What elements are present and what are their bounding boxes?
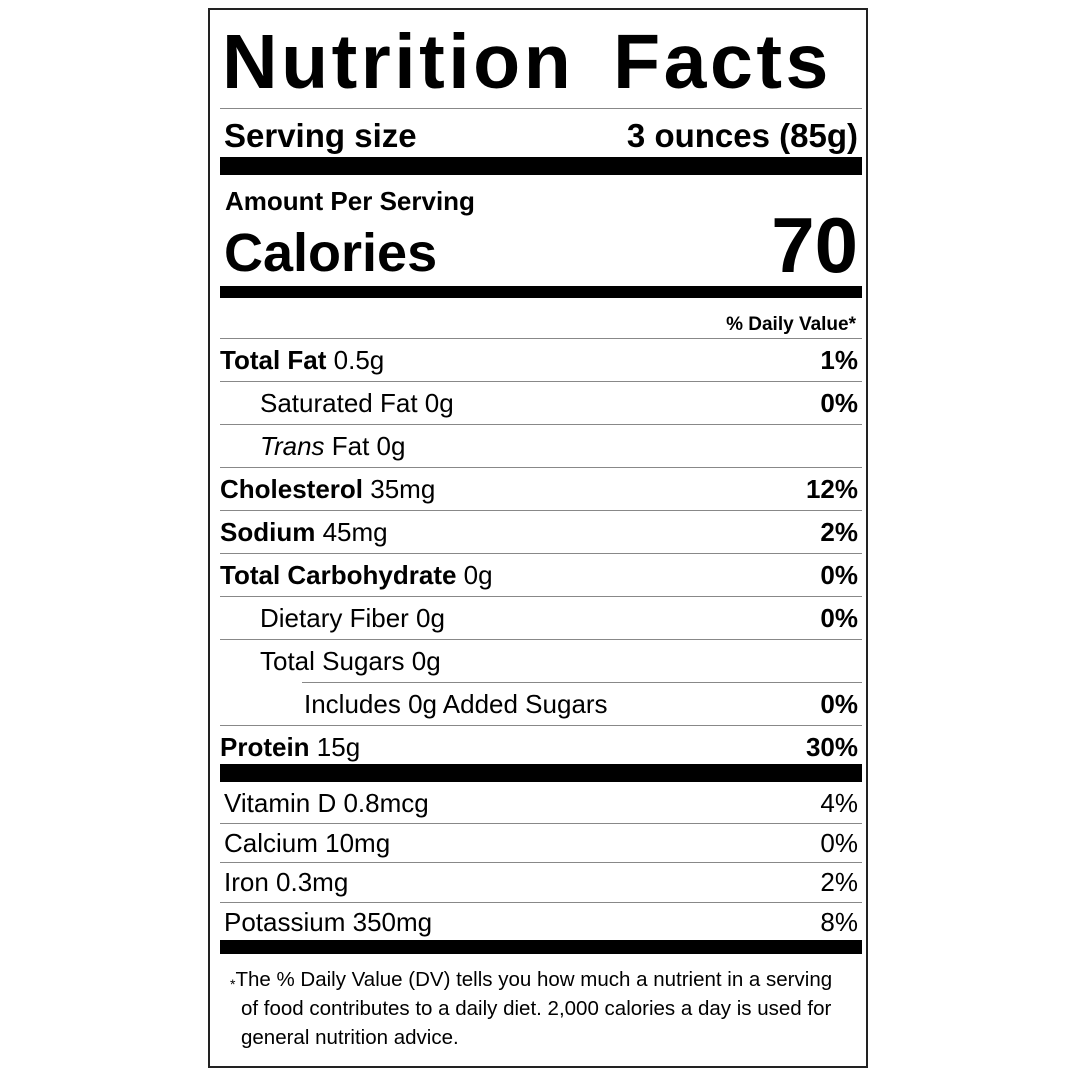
serving-size-label: Serving size <box>224 117 417 154</box>
row-divider <box>220 725 862 726</box>
vitamin-daily-value: 8% <box>820 906 858 937</box>
daily-value-heading: % Daily Value* <box>726 314 856 335</box>
nutrient-row: Cholesterol 35mg 12% <box>220 468 862 510</box>
nutrient-label: Saturated Fat 0g <box>260 388 454 419</box>
nutrient-row: Sodium 45mg 2% <box>220 511 862 553</box>
serving-size-value: 3 ounces (85g) <box>626 117 858 154</box>
nutrient-daily-value: 1% <box>820 344 858 375</box>
row-divider <box>220 862 862 863</box>
thick-divider <box>220 764 862 782</box>
row-divider <box>220 338 862 339</box>
nutrient-daily-value: 0% <box>820 602 858 633</box>
nutrient-amount: Saturated Fat 0g <box>260 387 454 418</box>
nutrient-amount: Fat 0g <box>324 430 406 461</box>
vitamin-row: Calcium 10mg 0% <box>220 824 862 863</box>
row-divider <box>302 682 862 683</box>
nutrient-row: Total Carbohydrate 0g 0% <box>220 554 862 596</box>
row-divider <box>220 424 862 425</box>
nutrient-amount: Dietary Fiber 0g <box>260 602 445 633</box>
vitamin-row: Iron 0.3mg 2% <box>220 863 862 902</box>
nutrient-daily-value: 2% <box>820 516 858 547</box>
nutrient-label: Total Fat 0.5g <box>220 345 384 376</box>
nutrient-row: Dietary Fiber 0g 0% <box>220 597 862 639</box>
footnote: *The % Daily Value (DV) tells you how mu… <box>220 965 850 1052</box>
nutrient-daily-value: 0% <box>820 559 858 590</box>
vitamin-label: Calcium 10mg <box>224 827 391 858</box>
vitamin-row: Vitamin D 0.8mcg 4% <box>220 784 862 823</box>
serving-size-row: Serving size 3 ounces (85g) <box>220 114 862 158</box>
nutrient-name: Cholesterol <box>220 473 364 504</box>
nutrient-amount: 45mg <box>315 516 388 547</box>
nutrient-label: Cholesterol 35mg <box>220 474 435 505</box>
amount-per-serving: Amount Per Serving <box>225 186 475 216</box>
vitamin-daily-value: 4% <box>820 788 858 818</box>
daily-value-header: % Daily Value* <box>220 306 862 344</box>
nutrition-facts-label: Nutrition Facts Serving size 3 ounces (8… <box>208 8 868 1068</box>
nutrient-amount: 0g <box>456 559 493 590</box>
thick-divider <box>220 286 862 298</box>
row-divider <box>220 467 862 468</box>
row-divider <box>220 596 862 597</box>
nutrient-row: Saturated Fat 0g 0% <box>220 382 862 424</box>
nutrient-row: Includes 0g Added Sugars 0% <box>220 683 862 725</box>
nutrient-label: Protein 15g <box>220 732 360 763</box>
nutrient-label: Sodium 45mg <box>220 517 388 548</box>
calories-value: 70 <box>771 201 858 289</box>
nutrient-name-italic: Trans <box>260 430 325 461</box>
row-divider <box>220 510 862 511</box>
nutrient-amount: Total Sugars 0g <box>260 645 441 676</box>
nutrient-amount: 15g <box>309 731 361 762</box>
nutrient-label: Includes 0g Added Sugars <box>304 689 608 720</box>
footnote-asterisk: * <box>230 976 236 992</box>
nutrient-daily-value: 0% <box>820 688 858 719</box>
nutrient-amount: 35mg <box>363 473 436 504</box>
nutrient-amount: 0.5g <box>326 344 385 375</box>
nutrient-daily-value: 0% <box>820 387 858 418</box>
row-divider <box>220 901 862 903</box>
vitamin-label: Vitamin D 0.8mcg <box>224 788 429 818</box>
vitamin-label: Iron 0.3mg <box>224 867 349 897</box>
nutrient-label: Trans Fat 0g <box>260 431 405 462</box>
nutrient-row: Total Fat 0.5g 1% <box>220 339 862 381</box>
vitamin-row: Potassium 350mg 8% <box>220 903 862 942</box>
nutrient-row: Protein 15g 30% <box>220 726 862 768</box>
nutrient-amount: Includes 0g Added Sugars <box>304 688 608 719</box>
row-divider <box>220 822 862 824</box>
nutrient-name: Sodium <box>220 516 316 547</box>
calories-label: Calories <box>224 223 438 283</box>
nutrient-label: Dietary Fiber 0g <box>260 603 445 634</box>
nutrient-daily-value: 30% <box>805 731 858 762</box>
nutrient-label: Total Carbohydrate 0g <box>220 560 493 591</box>
nutrient-label: Total Sugars 0g <box>260 646 441 677</box>
vitamin-label: Potassium 350mg <box>224 906 433 937</box>
label-title: Nutrition Facts <box>222 19 832 105</box>
row-divider <box>220 639 862 640</box>
vitamin-daily-value: 2% <box>820 867 858 897</box>
nutrient-row: Trans Fat 0g <box>220 425 862 467</box>
thick-divider <box>220 157 862 175</box>
nutrient-name: Total Carbohydrate <box>220 559 457 590</box>
divider <box>220 108 862 109</box>
row-divider <box>220 381 862 382</box>
vitamin-daily-value: 0% <box>820 827 858 858</box>
nutrient-name: Protein <box>220 731 310 762</box>
nutrient-name: Total Fat <box>220 344 327 375</box>
nutrient-daily-value: 12% <box>805 473 858 504</box>
nutrient-row: Total Sugars 0g <box>220 640 862 682</box>
thick-divider <box>220 940 862 954</box>
row-divider <box>220 553 862 554</box>
footnote-text: The % Daily Value (DV) tells you how muc… <box>235 968 833 1049</box>
